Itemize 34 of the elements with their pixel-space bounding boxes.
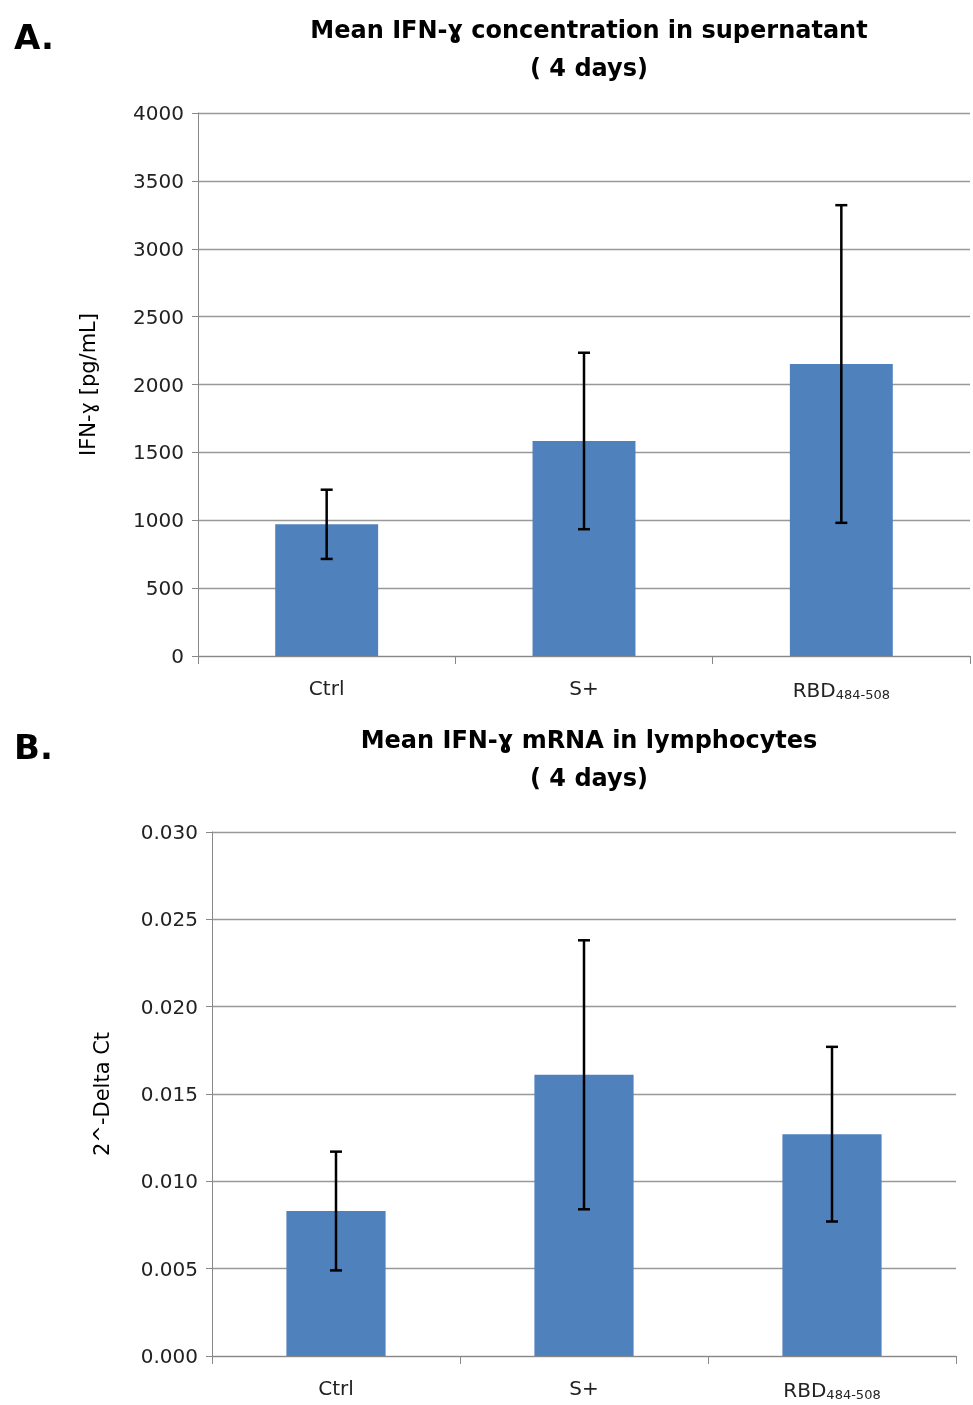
y-tick-label: 0.010 — [140, 1169, 198, 1194]
x-tick-label: RBD484-508 — [792, 677, 891, 702]
y-tick-label: 2000 — [133, 372, 184, 397]
y-tick-label: 0.005 — [140, 1256, 198, 1281]
y-tick-label: 2500 — [133, 304, 184, 329]
y-tick-label: 0.000 — [140, 1344, 198, 1368]
bar — [275, 524, 379, 656]
y-tick-label: 0.020 — [140, 994, 198, 1019]
y-tick-label: 0.015 — [140, 1082, 198, 1106]
x-tick-label: Ctrl — [318, 1376, 354, 1400]
y-tick-label: 1500 — [133, 440, 184, 465]
y-tick-label: 4000 — [133, 101, 184, 125]
bar — [286, 1211, 386, 1356]
bar — [534, 1074, 634, 1356]
y-tick-label: 3000 — [133, 236, 184, 261]
y-tick-label: 3500 — [133, 168, 184, 193]
y-axis-title: IFN-ɣ [pg/mL] — [75, 312, 100, 457]
x-tick-label: S+ — [569, 676, 599, 700]
bar — [789, 364, 893, 656]
x-tick-label: Ctrl — [308, 676, 345, 700]
chart-title: Mean IFN-ɣ concentration in supernatant ( 4 days) — [310, 16, 868, 82]
x-tick-label: S+ — [569, 1376, 599, 1400]
text: A. — [14, 17, 54, 57]
y-tick-label: 0.030 — [140, 820, 198, 844]
text: B. — [14, 727, 53, 767]
chart-title: Mean IFN-ɣ mRNA in lymphocytes ( 4 days) — [360, 726, 818, 792]
y-tick-label: 1000 — [133, 508, 184, 533]
x-tick-label: RBD484-508 — [783, 1377, 881, 1402]
y-tick-label: 500 — [145, 576, 184, 601]
y-tick-label: 0 — [171, 644, 184, 668]
bar — [532, 440, 636, 656]
bar — [782, 1134, 882, 1356]
y-tick-label: 0.025 — [140, 907, 198, 932]
y-axis-title: 2^-Delta Ct — [89, 1031, 114, 1157]
